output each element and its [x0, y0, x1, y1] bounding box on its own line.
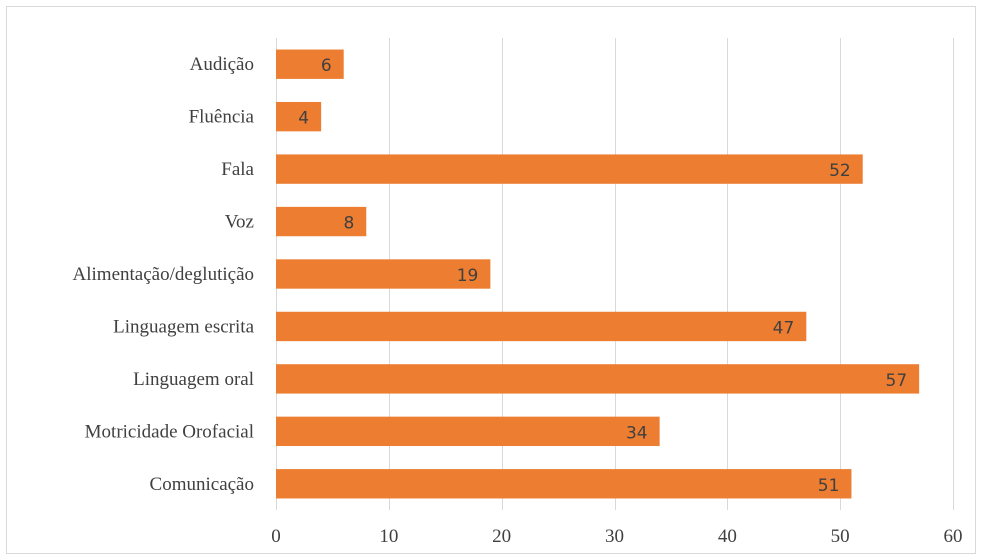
data-label: 19: [457, 266, 479, 286]
category-label: Fala: [221, 159, 254, 180]
data-label: 8: [343, 214, 354, 234]
label-layer: 0 10 20 30 40 50 60 Audição 6 Fluência 4 Fala 52 Voz 8…: [73, 54, 963, 547]
bar: [276, 311, 807, 342]
bar: [276, 49, 344, 79]
category-label: Linguagem oral: [133, 369, 254, 390]
bar: [276, 154, 863, 184]
chart-frame: [6, 6, 976, 554]
data-label: 6: [321, 56, 332, 76]
data-label: 52: [829, 161, 851, 181]
data-label: 51: [818, 476, 840, 496]
x-tick-label: 10: [379, 526, 398, 547]
category-label: Motricidade Orofacial: [85, 421, 254, 442]
data-label: 34: [626, 423, 648, 443]
bar: [276, 469, 852, 499]
x-tick-label: 0: [271, 526, 281, 547]
bar: [276, 101, 322, 132]
data-label: 57: [886, 371, 908, 391]
bar: [276, 416, 660, 447]
bar: [276, 259, 491, 289]
category-label: Audição: [190, 54, 254, 75]
bar-layer: [276, 49, 920, 499]
x-tick-label: 30: [605, 526, 624, 547]
bar: [276, 206, 367, 237]
x-tick-label: 50: [831, 526, 850, 547]
bar: [276, 364, 920, 394]
x-tick-label: 20: [492, 526, 511, 547]
category-label: Fluência: [189, 107, 255, 128]
x-tick-label: 60: [944, 526, 963, 547]
data-label: 4: [298, 109, 309, 129]
x-tick-label: 40: [718, 526, 737, 547]
category-label: Comunicação: [150, 474, 254, 495]
data-label: 47: [773, 318, 795, 338]
category-label: Linguagem escrita: [113, 316, 254, 337]
category-label: Voz: [225, 212, 254, 233]
category-label: Alimentação/deglutição: [73, 264, 254, 285]
